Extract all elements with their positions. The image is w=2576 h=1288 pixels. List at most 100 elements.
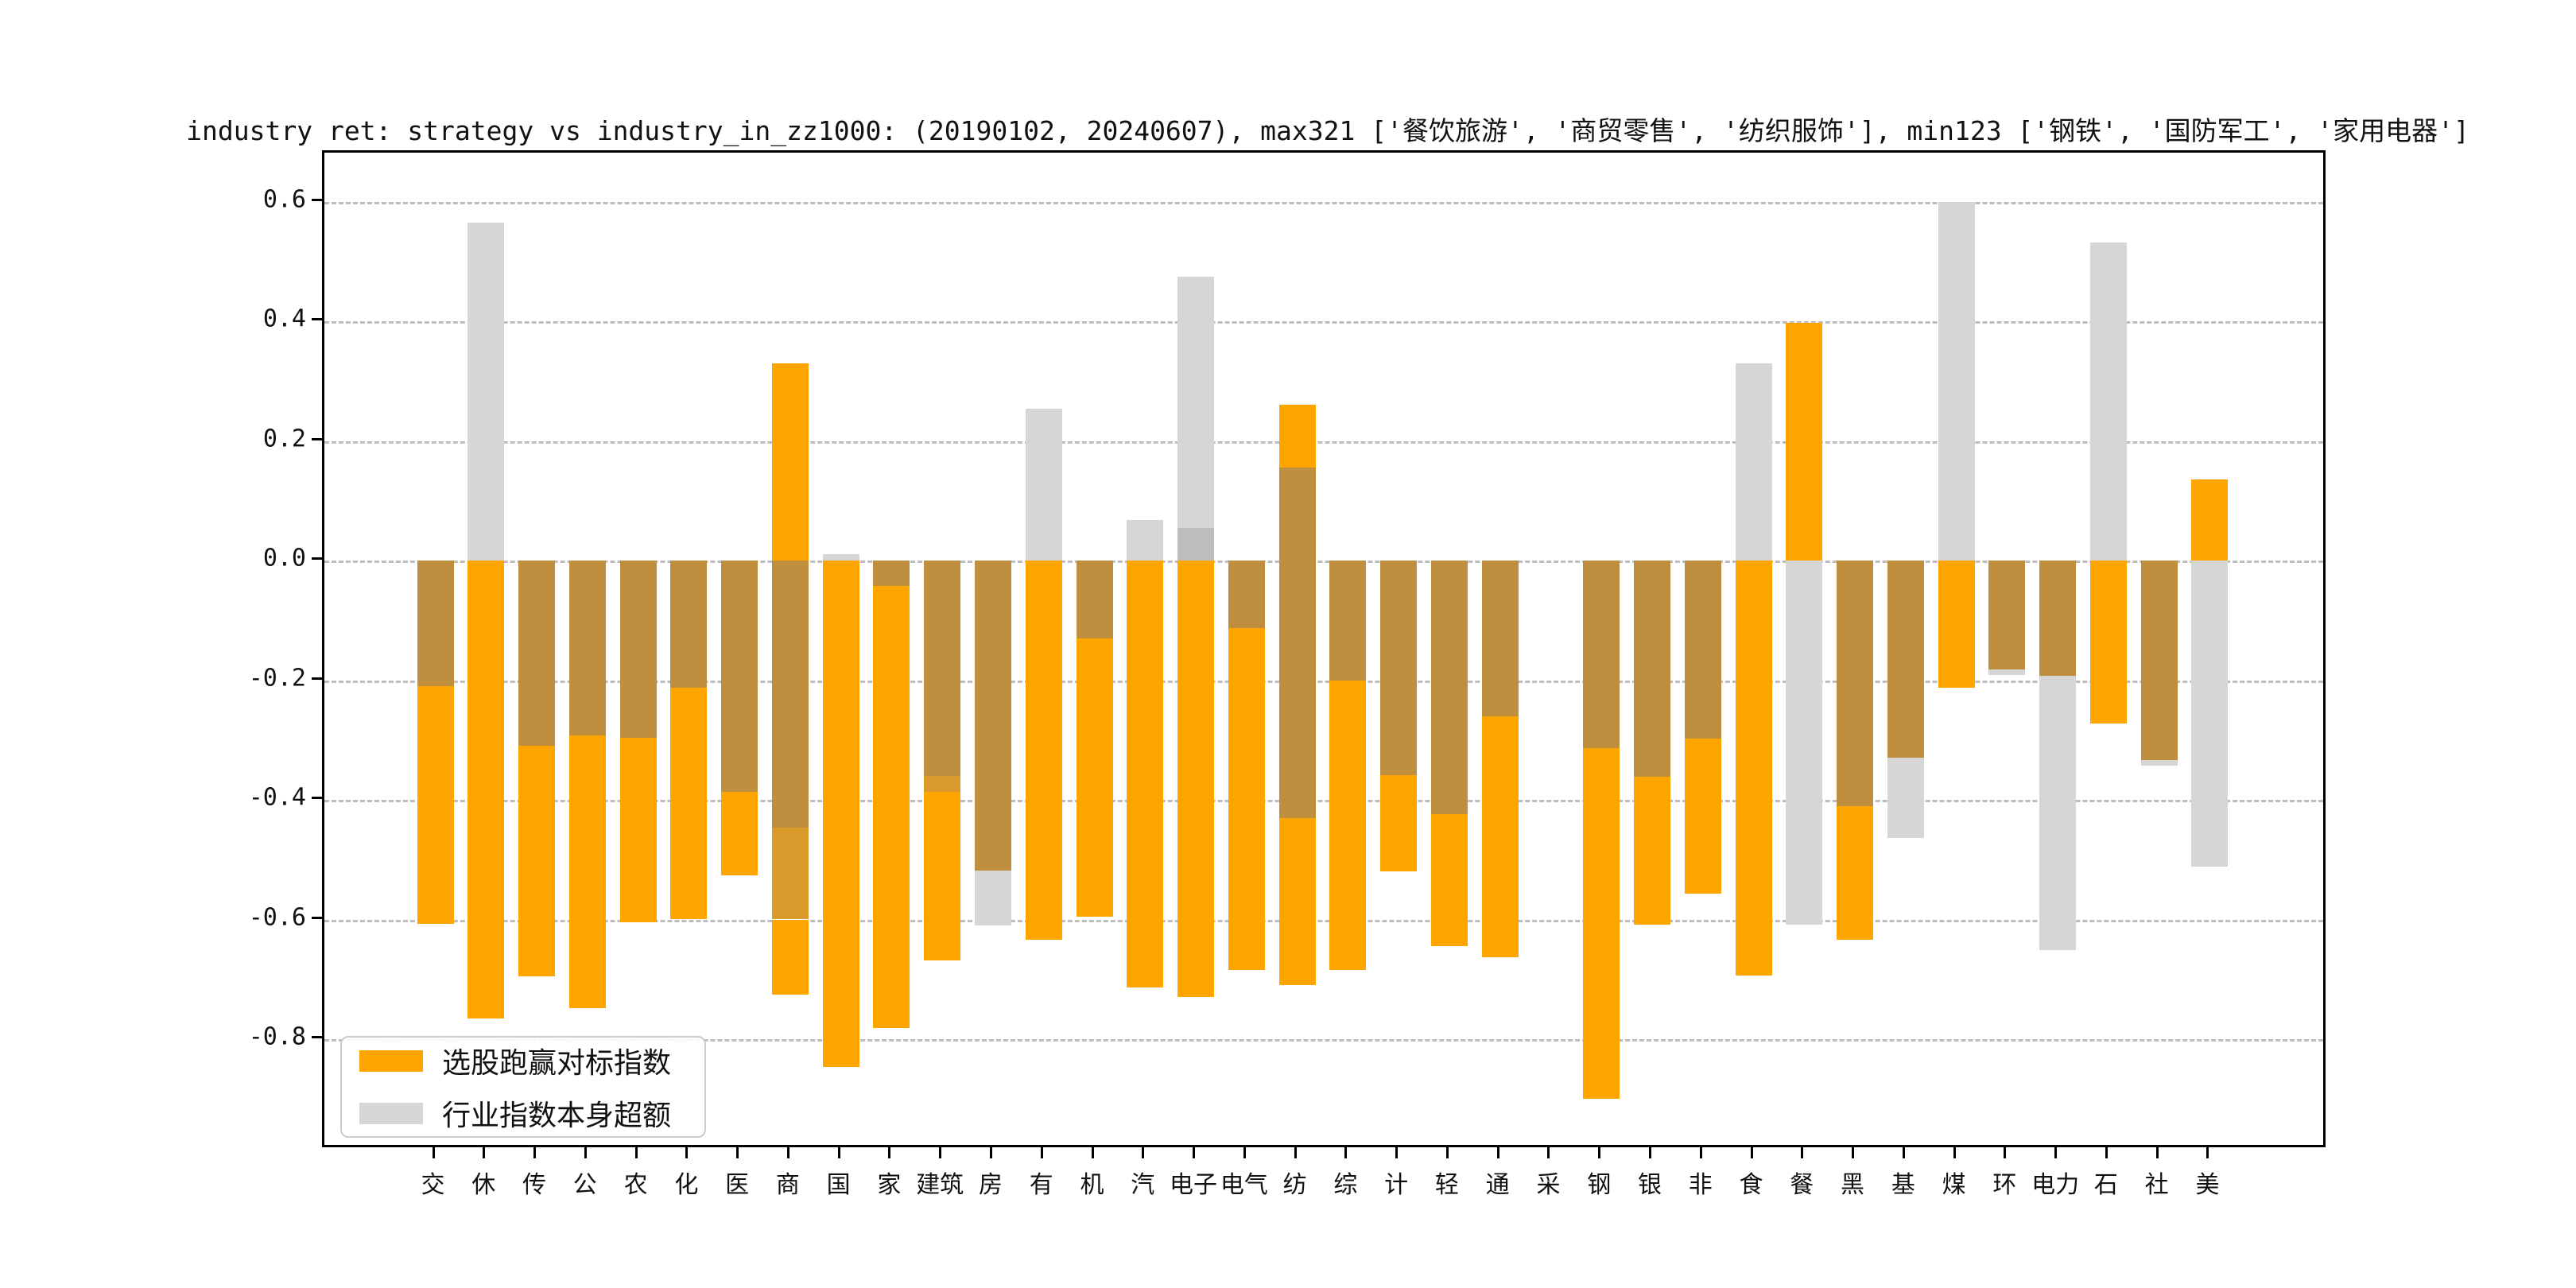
xtick-label-餐: 餐 (1790, 1171, 1814, 1199)
ytick-label-0.2: 0.2 (262, 425, 306, 452)
bar-segment-餐-orange (1786, 322, 1823, 561)
bar-segment-食-gray (1735, 363, 1772, 561)
bar-segment-纺-tan (1278, 561, 1316, 819)
bar-segment-医-orange (721, 792, 758, 875)
bar-segment-化-tan (670, 561, 708, 689)
bar-segment-黑-tan (1837, 561, 1874, 807)
legend: 选股跑赢对标指数 行业指数本身超额 (340, 1036, 706, 1138)
bar-segment-房-tan (974, 561, 1011, 871)
bar-segment-家-orange (873, 585, 910, 1029)
bar-segment-电力-gray (2039, 676, 2077, 950)
xtick-label-钢: 钢 (1587, 1171, 1612, 1199)
bar-segment-纺-orange (1278, 405, 1316, 468)
xtick-mark (1243, 1147, 1246, 1158)
bar-segment-农-orange (619, 737, 657, 922)
xtick-mark (2105, 1147, 2108, 1158)
xtick-label-黑: 黑 (1841, 1171, 1865, 1199)
xtick-mark (2054, 1147, 2058, 1158)
ytick-mark (312, 198, 322, 201)
gridline-y-0.0 (324, 561, 2323, 563)
bar-segment-农-tan (619, 561, 657, 738)
bar-segment-银-tan (1633, 561, 1670, 778)
xtick-label-传: 传 (522, 1171, 547, 1199)
bar-segment-纺-tan (1278, 467, 1316, 561)
xtick-mark (483, 1147, 486, 1158)
gridline-y--0.6 (324, 919, 2323, 922)
xtick-mark (2004, 1147, 2007, 1158)
bar-segment-石-gray (2089, 242, 2127, 561)
xtick-mark (1193, 1147, 1196, 1158)
bar-segment-家-tan (873, 561, 910, 586)
xtick-mark (533, 1147, 537, 1158)
bar-segment-商-orange_med (771, 828, 809, 920)
xtick-label-综: 综 (1333, 1171, 1358, 1199)
xtick-label-房: 房 (978, 1171, 1003, 1199)
xtick-mark (1344, 1147, 1348, 1158)
xtick-mark (685, 1147, 689, 1158)
ytick-label-0.6: 0.6 (262, 185, 306, 213)
xtick-mark (2206, 1147, 2209, 1158)
ytick-label--0.6: -0.6 (248, 903, 306, 931)
xtick-mark (1395, 1147, 1399, 1158)
chart-title: industry ret: strategy vs industry_in_zz… (186, 115, 2469, 146)
xtick-label-休: 休 (471, 1171, 496, 1199)
bar-segment-黑-orange (1837, 806, 1874, 941)
bar-segment-电气-tan (1228, 561, 1265, 629)
bar-segment-国-orange (822, 561, 859, 1068)
xtick-label-汽: 汽 (1131, 1171, 1155, 1199)
legend-swatch-orange (359, 1049, 423, 1072)
bar-segment-化-orange (670, 688, 708, 920)
gridline-y--0.8 (324, 1039, 2323, 1042)
xtick-mark (1496, 1147, 1499, 1158)
bar-segment-电力-tan (2039, 561, 2077, 677)
xtick-label-建筑: 建筑 (916, 1171, 964, 1199)
bar-segment-汽-gray (1127, 519, 1164, 561)
bar-segment-商-orange (771, 919, 809, 995)
ytick-label-0.4: 0.4 (262, 305, 306, 333)
xtick-mark (1852, 1147, 1855, 1158)
legend-item-industry: 行业指数本身超额 (359, 1092, 704, 1134)
xtick-mark (1040, 1147, 1043, 1158)
bar-segment-轻-orange (1430, 814, 1468, 947)
bar-segment-社-gray (2140, 759, 2178, 766)
xtick-mark (432, 1147, 435, 1158)
xtick-label-食: 食 (1739, 1171, 1763, 1199)
bar-segment-社-tan (2140, 561, 2178, 760)
bar-segment-有-orange (1025, 561, 1062, 941)
ytick-mark (312, 797, 322, 799)
xtick-mark (1648, 1147, 1651, 1158)
bar-segment-电子-orange (1177, 561, 1215, 998)
plot-area (322, 150, 2326, 1147)
bar-segment-食-orange (1735, 561, 1772, 976)
bar-segment-基-tan (1887, 561, 1924, 758)
xtick-label-交: 交 (421, 1171, 445, 1199)
xtick-label-商: 商 (775, 1171, 800, 1199)
xtick-mark (837, 1147, 840, 1158)
bar-segment-电子-gray_dark (1177, 528, 1215, 561)
xtick-label-环: 环 (1992, 1171, 2017, 1199)
bar-segment-电子-gray (1177, 277, 1215, 529)
bar-segment-建筑-tan (924, 561, 961, 776)
bar-segment-纺-orange (1278, 818, 1316, 986)
bar-segment-轻-tan (1430, 561, 1468, 815)
bar-segment-综-orange (1329, 680, 1367, 971)
xtick-mark (2155, 1147, 2159, 1158)
xtick-label-基: 基 (1891, 1171, 1915, 1199)
xtick-mark (1445, 1147, 1449, 1158)
xtick-label-通: 通 (1485, 1171, 1510, 1199)
bar-segment-美-orange (2191, 479, 2229, 561)
gridline-y--0.2 (324, 680, 2323, 683)
ytick-mark (312, 557, 322, 560)
bar-segment-传-tan (518, 561, 556, 747)
xtick-label-公: 公 (572, 1171, 597, 1199)
bar-segment-房-gray (974, 870, 1011, 925)
bar-segment-商-orange (771, 363, 809, 561)
xtick-mark (1902, 1147, 1905, 1158)
xtick-label-美: 美 (2195, 1171, 2220, 1199)
bar-segment-有-gray (1025, 408, 1062, 561)
bar-segment-钢-orange (1583, 747, 1620, 1100)
xtick-mark (1091, 1147, 1094, 1158)
xtick-label-银: 银 (1637, 1171, 1662, 1199)
xtick-mark (1294, 1147, 1297, 1158)
